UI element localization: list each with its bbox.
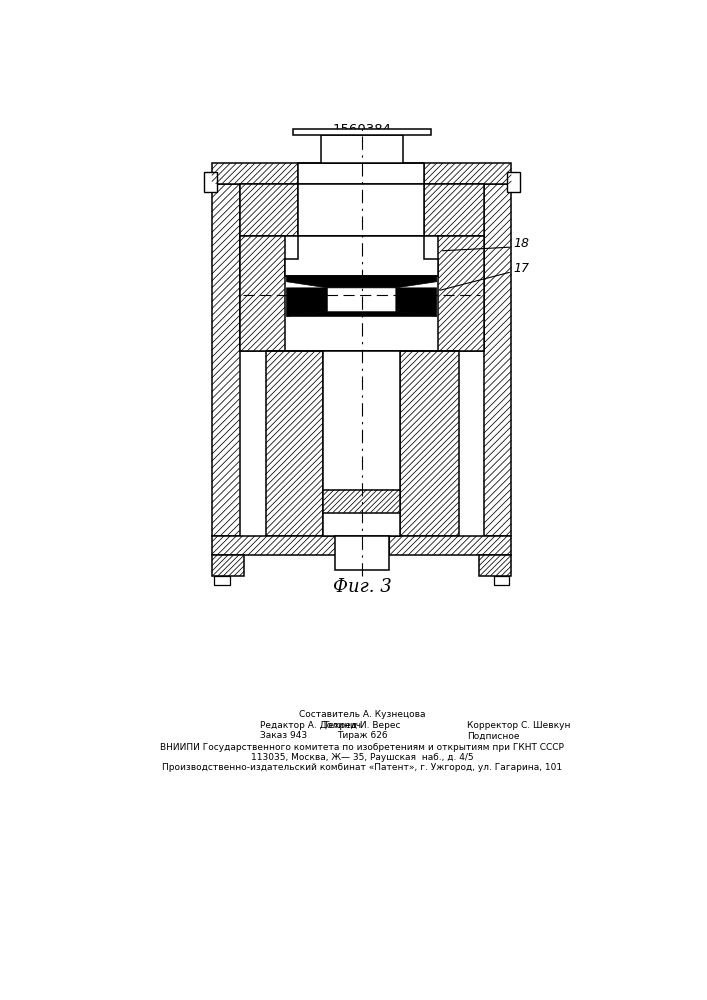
Text: Подписное: Подписное <box>467 732 520 740</box>
Bar <box>240 184 298 235</box>
Bar <box>212 536 511 555</box>
Text: Производственно-издательский комбинат «Патент», г. Ужгород, ул. Гагарина, 101: Производственно-издательский комбинат «П… <box>162 763 562 772</box>
Polygon shape <box>285 235 438 276</box>
Bar <box>321 135 403 163</box>
Bar <box>507 172 520 192</box>
Text: ВНИИПИ Государственного комитета по изобретениям и открытиям при ГКНТ СССР: ВНИИПИ Государственного комитета по изоб… <box>160 743 564 752</box>
Text: Составитель А. Кузнецова: Составитель А. Кузнецова <box>298 710 425 719</box>
Bar <box>424 163 511 184</box>
Text: 18: 18 <box>514 237 530 250</box>
Bar <box>324 351 400 536</box>
Bar <box>212 163 298 184</box>
Bar <box>293 129 431 135</box>
Bar <box>424 184 484 235</box>
Text: Тираж 626: Тираж 626 <box>337 732 387 740</box>
Bar <box>335 536 389 555</box>
Bar <box>298 184 424 235</box>
Text: 113035, Москва, Ж— 35, Раушская  наб., д. 4/5: 113035, Москва, Ж— 35, Раушская наб., д.… <box>251 753 473 762</box>
Bar <box>240 235 484 351</box>
Text: Корректор С. Шевкун: Корректор С. Шевкун <box>467 721 571 730</box>
Bar <box>298 163 424 184</box>
Bar <box>438 235 484 351</box>
Polygon shape <box>286 312 437 316</box>
Polygon shape <box>286 288 327 316</box>
Text: Техред И. Верес: Техред И. Верес <box>323 721 401 730</box>
Bar <box>484 184 511 536</box>
Bar <box>212 555 244 576</box>
Polygon shape <box>286 276 437 288</box>
Bar <box>324 490 400 513</box>
Bar <box>214 576 230 585</box>
Text: Фиг. 3: Фиг. 3 <box>332 578 392 596</box>
Text: 1560384: 1560384 <box>332 123 392 136</box>
Polygon shape <box>396 288 437 316</box>
Text: Редактор А. Долинич: Редактор А. Долинич <box>259 721 361 730</box>
Bar <box>240 235 285 351</box>
Text: Заказ 943: Заказ 943 <box>259 732 307 740</box>
Bar <box>212 184 240 536</box>
Bar <box>204 172 217 192</box>
Bar <box>266 351 324 536</box>
Bar <box>335 536 389 570</box>
Bar <box>493 576 509 585</box>
Bar <box>400 351 459 536</box>
Bar <box>479 555 511 576</box>
Text: 17: 17 <box>514 262 530 275</box>
